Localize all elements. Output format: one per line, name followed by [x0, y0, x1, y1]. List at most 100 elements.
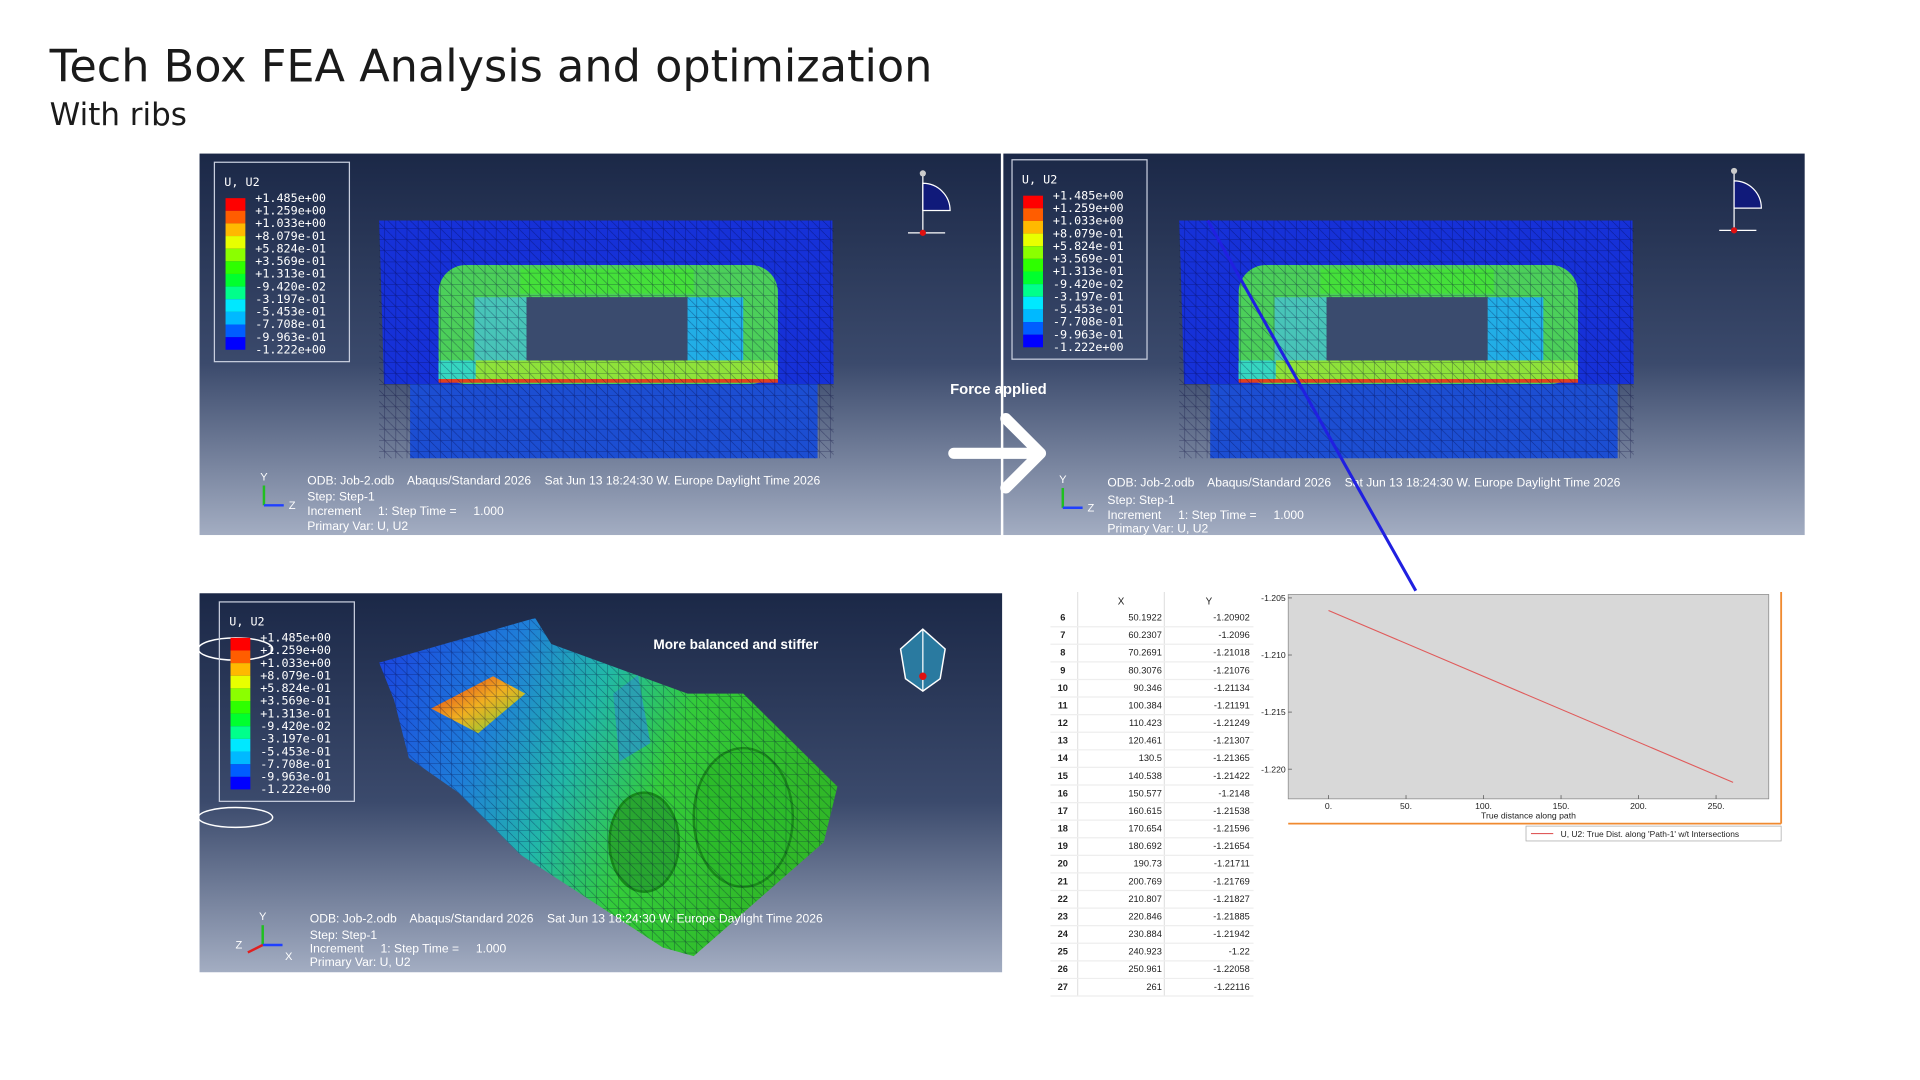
table-cell: -1.21249 [1213, 718, 1250, 728]
legend-label: -9.963e-01 [1053, 327, 1124, 341]
table-cell: 200.769 [1128, 876, 1162, 886]
legend-entry: U, U2: True Dist. along 'Path-1' w/t Int… [1561, 829, 1739, 839]
table-header: Y [1206, 596, 1213, 607]
table-cell: 100.384 [1128, 700, 1162, 710]
legend-swatch [230, 688, 251, 702]
force-label: Force applied [950, 382, 1047, 398]
info-line: ODB: Job-2.odb Abaqus/Standard 2026 Sat … [307, 473, 820, 487]
table-index: 9 [1060, 665, 1065, 675]
triad-label: Z [235, 940, 242, 952]
chart: 0. 50. 100. 150. 200. 250. -1.205 -1.210 -1.215 -… [1253, 592, 1783, 842]
legend-title: U, U2 [1022, 172, 1057, 186]
table-cell: 230.884 [1128, 929, 1162, 939]
legend-label: -3.197e-01 [255, 292, 326, 306]
info-line: Increment 1: Step Time = 1.000 [310, 941, 507, 955]
table-cell: 60.2307 [1128, 630, 1162, 640]
table-cell: -1.21654 [1213, 841, 1250, 851]
legend-label: -9.420e-02 [260, 719, 331, 733]
triad-label: Y [260, 472, 268, 484]
x-tick-label: 250. [1708, 801, 1725, 811]
table-cell: 130.5 [1139, 753, 1162, 763]
table-cell: -1.21596 [1213, 824, 1250, 834]
legend-label: +1.259e+00 [1053, 201, 1124, 215]
legend-label: +1.313e-01 [255, 267, 326, 281]
legend-swatch [225, 299, 246, 312]
legend-swatch [1023, 258, 1043, 272]
legend-swatch [1023, 284, 1043, 297]
legend-label: -1.222e+00 [255, 342, 326, 356]
table-cell: -1.21711 [1214, 859, 1250, 869]
table-cell: 80.3076 [1128, 665, 1162, 675]
table-index: 16 [1058, 788, 1068, 798]
legend-label: -1.222e+00 [260, 782, 331, 796]
fea-panel: U, U2 +1.485e+00+1.259e+00+1.033e+00+8.07… [199, 153, 1001, 536]
table-cell: 240.923 [1128, 947, 1162, 957]
legend-swatch [230, 663, 251, 676]
legend-title: U, U2 [224, 175, 259, 189]
legend-swatch [225, 273, 246, 287]
legend-swatch [1023, 296, 1043, 310]
legend-swatch [225, 337, 246, 350]
table-cell: -1.22058 [1213, 964, 1250, 974]
table-index: 18 [1058, 824, 1068, 834]
legend-swatch [1023, 334, 1043, 348]
legend-swatch [230, 776, 251, 790]
table-cell: -1.21076 [1213, 665, 1250, 675]
legend-swatch [1023, 271, 1043, 285]
legend-label: +8.079e-01 [255, 229, 326, 243]
legend-swatch [225, 198, 246, 211]
table-cell: 250.961 [1128, 964, 1162, 974]
legend-label: +1.485e+00 [255, 191, 326, 205]
table-cell: 160.615 [1128, 806, 1162, 816]
legend-label: -3.197e-01 [1053, 289, 1124, 303]
legend-label: -1.222e+00 [1053, 340, 1124, 354]
triad-label: Y [259, 911, 267, 923]
legend-label: -9.420e-02 [1053, 277, 1124, 291]
info-line: Step: Step-1 [310, 928, 378, 942]
legend-swatch [225, 311, 246, 325]
legend-label: -7.708e-01 [260, 757, 331, 771]
table-index: 13 [1058, 736, 1068, 746]
data-line [1328, 609, 1734, 783]
title: Tech Box FEA Analysis and optimization [49, 41, 933, 93]
table-cell: 50.1922 [1128, 613, 1162, 623]
legend-swatch [225, 236, 246, 249]
legend-swatch [230, 764, 251, 777]
legend-swatch [225, 261, 246, 274]
x-axis-label: True distance along path [1481, 811, 1576, 821]
legend-swatch [230, 751, 251, 765]
legend-label: +8.079e-01 [1053, 226, 1124, 240]
table-cell: 210.807 [1128, 894, 1162, 904]
table-cell: 190.73 [1134, 859, 1162, 869]
data-table: X Y 6 50.1922 -1.20902 7 60.2307 -1.2096 8 70.269… [1050, 592, 1254, 997]
legend-label: +1.033e+00 [1053, 214, 1124, 228]
table-index: 20 [1058, 859, 1068, 869]
legend-box [1011, 159, 1148, 360]
legend-swatch [1023, 220, 1043, 234]
y-tick-label: -1.215 [1261, 707, 1286, 717]
legend-label: +5.824e-01 [255, 241, 326, 255]
table-index: 19 [1058, 841, 1068, 851]
legend-swatch [225, 324, 246, 338]
table-cell: 220.846 [1128, 911, 1162, 921]
table-cell: -1.21018 [1213, 648, 1250, 658]
y-tick-label: -1.205 [1261, 593, 1286, 603]
table-index: 26 [1058, 964, 1068, 974]
info-line: Primary Var: U, U2 [1107, 522, 1208, 536]
table-cell: 180.692 [1128, 841, 1162, 851]
info-line: Step: Step-1 [307, 489, 375, 503]
legend-label: +3.569e-01 [260, 694, 331, 708]
legend-swatch [225, 223, 246, 237]
legend-swatch [1023, 309, 1043, 323]
table-cell: -1.20902 [1213, 613, 1250, 623]
legend-box [213, 161, 351, 363]
table-cell: -1.21422 [1213, 771, 1250, 781]
y-tick-label: -1.210 [1261, 650, 1286, 660]
legend-label: +1.313e-01 [260, 706, 331, 720]
triad-label: Z [1088, 503, 1095, 515]
legend-swatch [230, 675, 251, 689]
legend-label: +1.259e+00 [260, 643, 331, 657]
table-index: 7 [1060, 630, 1065, 640]
